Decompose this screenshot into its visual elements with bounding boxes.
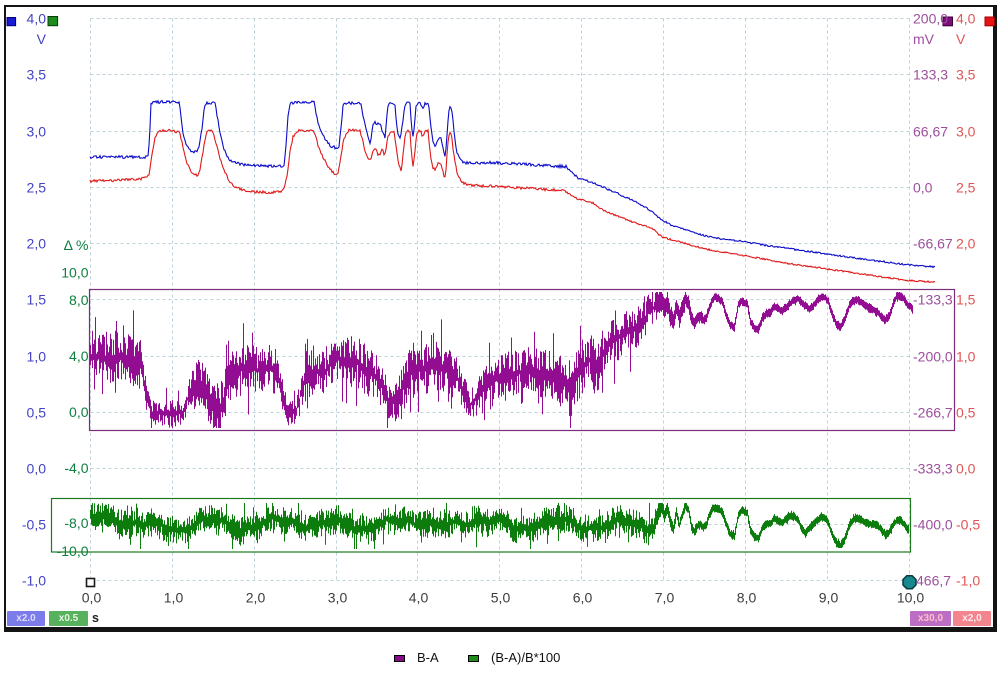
svg-text:0,0: 0,0	[82, 590, 102, 606]
svg-text:66,67: 66,67	[913, 124, 948, 140]
svg-text:mV: mV	[913, 31, 935, 47]
svg-text:4,0: 4,0	[69, 348, 89, 364]
svg-text:3,5: 3,5	[956, 67, 976, 83]
svg-text:5,0: 5,0	[491, 590, 511, 606]
svg-text:10,0: 10,0	[897, 590, 924, 606]
svg-text:133,3: 133,3	[913, 67, 948, 83]
svg-text:8,0: 8,0	[69, 292, 89, 308]
svg-text:-266,7: -266,7	[913, 405, 953, 421]
svg-text:466,7: 466,7	[916, 573, 951, 589]
svg-text:-1,0: -1,0	[22, 573, 46, 589]
svg-text:3,5: 3,5	[27, 67, 47, 83]
svg-text:10,0: 10,0	[61, 265, 88, 281]
svg-text:200,0: 200,0	[913, 11, 948, 27]
svg-text:3,0: 3,0	[27, 124, 47, 140]
svg-text:4,0: 4,0	[956, 11, 976, 27]
svg-text:-133,3: -133,3	[913, 292, 953, 308]
svg-text:-0,5: -0,5	[22, 517, 46, 533]
svg-text:-8,0: -8,0	[64, 515, 88, 531]
svg-text:8,0: 8,0	[737, 590, 757, 606]
svg-text:-66,67: -66,67	[913, 236, 953, 252]
svg-text:2,0: 2,0	[246, 590, 266, 606]
svg-text:V: V	[956, 31, 966, 47]
svg-text:3,0: 3,0	[956, 124, 976, 140]
svg-text:-0,5: -0,5	[956, 517, 980, 533]
svg-text:4,0: 4,0	[409, 590, 429, 606]
svg-text:1,5: 1,5	[27, 292, 47, 308]
svg-text:0,5: 0,5	[27, 405, 47, 421]
svg-text:-4,0: -4,0	[64, 460, 88, 476]
svg-text:0,0: 0,0	[27, 461, 47, 477]
svg-text:0,0: 0,0	[956, 461, 976, 477]
svg-text:1,5: 1,5	[956, 292, 976, 308]
svg-text:0,5: 0,5	[956, 405, 976, 421]
svg-text:2,5: 2,5	[27, 180, 47, 196]
svg-text:-1,0: -1,0	[956, 573, 980, 589]
svg-text:2,0: 2,0	[27, 236, 47, 252]
svg-text:1,0: 1,0	[164, 590, 184, 606]
svg-text:-10,0: -10,0	[57, 543, 89, 559]
svg-text:7,0: 7,0	[655, 590, 675, 606]
svg-text:1,0: 1,0	[956, 349, 976, 365]
svg-text:2,0: 2,0	[956, 236, 976, 252]
svg-text:0,0: 0,0	[69, 404, 89, 420]
svg-text:4,0: 4,0	[27, 11, 47, 27]
svg-text:V: V	[37, 31, 47, 47]
svg-text:0,0: 0,0	[913, 180, 933, 196]
svg-text:6,0: 6,0	[573, 590, 593, 606]
svg-text:-200,0: -200,0	[913, 349, 953, 365]
svg-text:9,0: 9,0	[819, 590, 839, 606]
svg-text:-333,3: -333,3	[913, 461, 953, 477]
svg-text:-400,0: -400,0	[913, 517, 953, 533]
svg-text:1,0: 1,0	[27, 349, 47, 365]
svg-text:Δ %: Δ %	[64, 237, 89, 253]
svg-text:3,0: 3,0	[328, 590, 348, 606]
svg-text:2,5: 2,5	[956, 180, 976, 196]
